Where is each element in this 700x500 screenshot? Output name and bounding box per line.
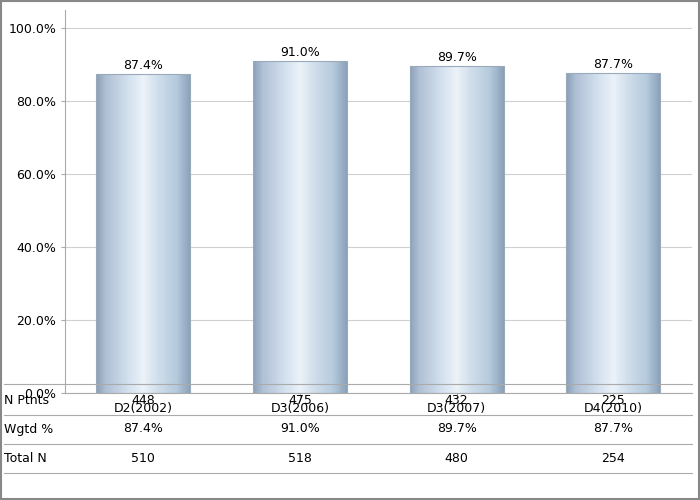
Text: 225: 225 — [601, 394, 625, 406]
Text: 480: 480 — [444, 452, 468, 464]
Bar — [253, 61, 347, 392]
Text: 91.0%: 91.0% — [280, 46, 320, 59]
Text: 89.7%: 89.7% — [437, 50, 477, 64]
Text: 87.4%: 87.4% — [123, 59, 163, 72]
Text: 87.4%: 87.4% — [123, 422, 163, 436]
Text: 432: 432 — [445, 394, 468, 406]
Text: N Ptnts: N Ptnts — [4, 394, 48, 406]
Text: Wgtd %: Wgtd % — [4, 422, 52, 436]
Text: 87.7%: 87.7% — [594, 422, 634, 436]
Bar — [566, 73, 660, 392]
Text: Total N: Total N — [4, 452, 46, 464]
Text: 448: 448 — [132, 394, 155, 406]
Bar — [97, 74, 190, 392]
Bar — [410, 66, 503, 392]
Text: 254: 254 — [601, 452, 625, 464]
Text: 518: 518 — [288, 452, 312, 464]
Text: 510: 510 — [132, 452, 155, 464]
Text: 91.0%: 91.0% — [280, 422, 320, 436]
Text: 475: 475 — [288, 394, 312, 406]
Text: 87.7%: 87.7% — [594, 58, 634, 71]
Text: 89.7%: 89.7% — [437, 422, 477, 436]
